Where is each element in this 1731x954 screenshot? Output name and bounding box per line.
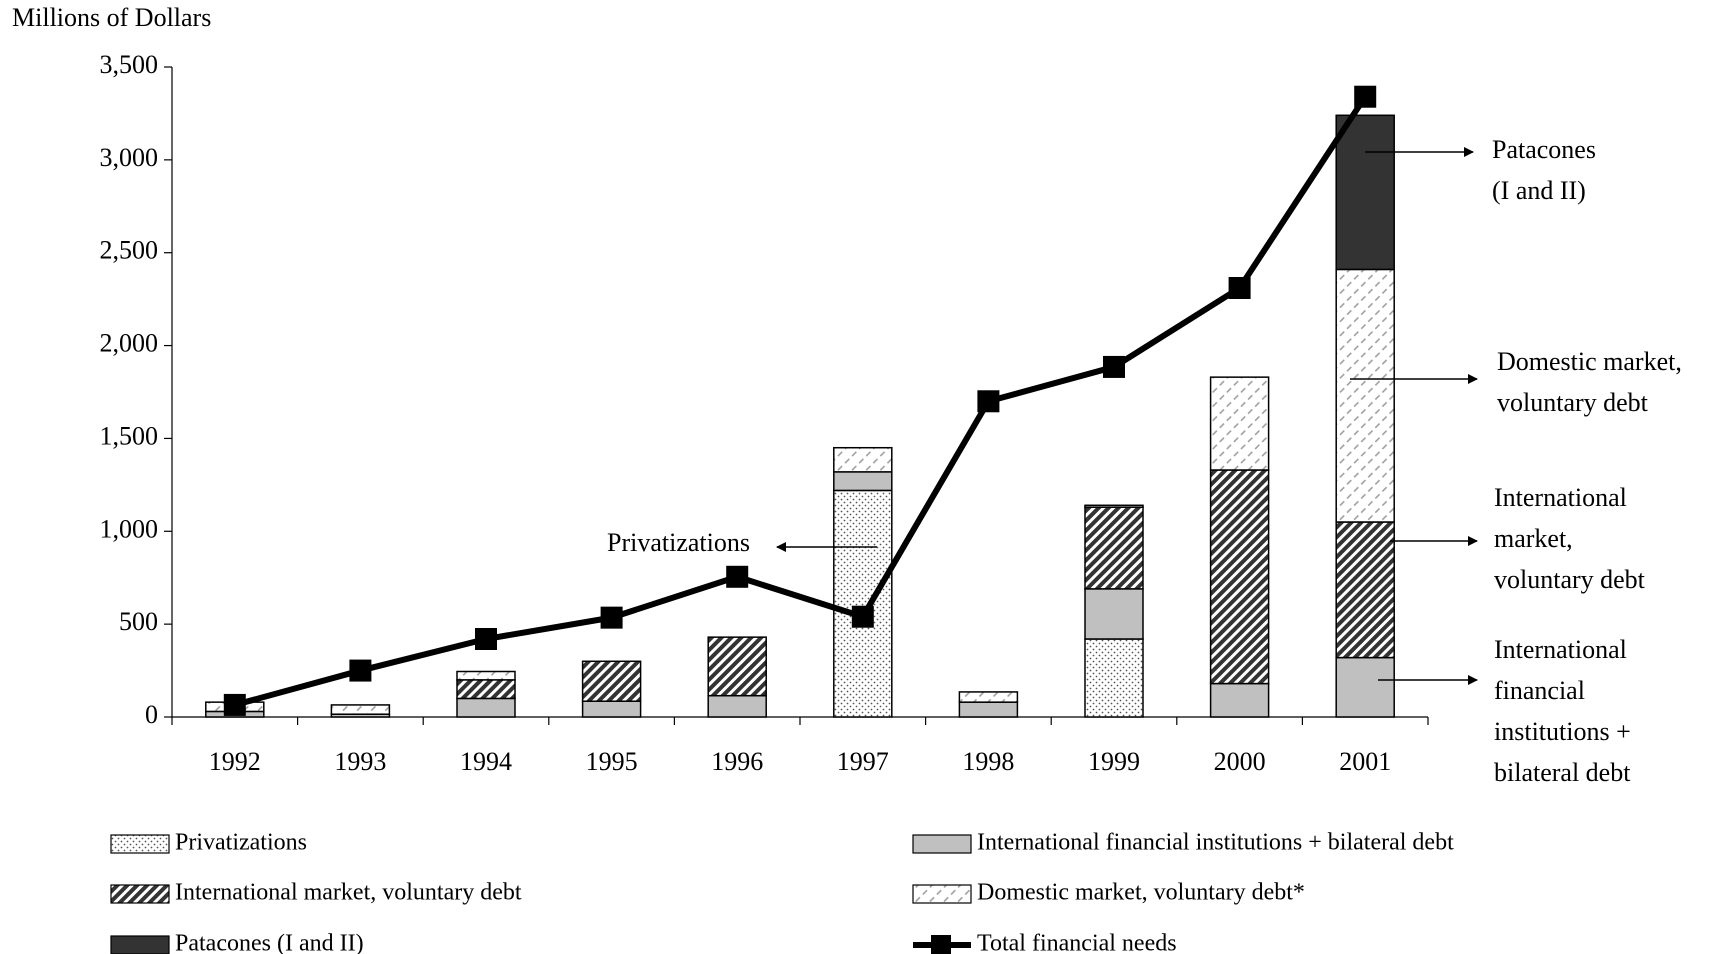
bar-segment (958, 691, 1019, 703)
bar-segment (833, 489, 893, 718)
bar-segment (581, 660, 642, 702)
annotation: Domestic market, (1497, 347, 1682, 376)
y-tick-label: 2,500 (100, 236, 159, 265)
legend-swatch (110, 935, 170, 954)
y-tick-label: 1,000 (100, 514, 159, 543)
bar-segment (1084, 506, 1144, 590)
x-tick-label: 1993 (334, 747, 386, 776)
y-tick-label: 2,000 (100, 329, 159, 358)
bar-segment (1084, 588, 1144, 640)
bar-segment (958, 701, 1019, 718)
total-line (234, 95, 1368, 708)
legend-label: Privatizations (175, 830, 307, 856)
annotation: institutions + (1494, 717, 1631, 746)
annotation: voluntary debt (1494, 565, 1646, 594)
legend-swatch (912, 834, 972, 854)
y-tick-label: 500 (119, 607, 158, 636)
line-marker (349, 659, 372, 682)
bar-segment (707, 694, 767, 718)
y-tick-label: 1,500 (100, 421, 159, 450)
bar-segment (833, 446, 893, 473)
bar-segment (1335, 521, 1395, 659)
x-tick-label: 1996 (711, 747, 763, 776)
x-tick-label: 2000 (1214, 747, 1266, 776)
y-tick-label: 3,500 (100, 50, 159, 79)
bar-segment (456, 697, 516, 718)
line-marker (851, 605, 874, 628)
annotation: Patacones (1492, 135, 1596, 164)
bar-segment (707, 636, 767, 697)
legend-swatch (912, 884, 972, 904)
x-tick-label: 1994 (460, 747, 512, 776)
line-marker (223, 693, 246, 716)
y-tick-label: 0 (145, 700, 158, 729)
line-marker (600, 606, 623, 629)
x-tick-label: 2001 (1339, 747, 1391, 776)
x-tick-label: 1999 (1088, 747, 1140, 776)
annotation: financial (1494, 676, 1585, 705)
legend-swatch (110, 834, 170, 854)
x-tick-label: 1997 (837, 747, 889, 776)
annotation: Privatizations (607, 528, 750, 557)
bar-segment (1209, 376, 1270, 471)
annotation: voluntary debt (1497, 388, 1649, 417)
bar-segment (1209, 469, 1270, 685)
line-marker (977, 390, 1000, 413)
bar-segment (456, 670, 516, 681)
bar-segment (1335, 656, 1395, 718)
legend-swatch (931, 935, 951, 954)
annotation: International (1494, 635, 1627, 664)
bar-segment (833, 471, 893, 492)
bar-segment (1084, 638, 1144, 718)
legend-label: Domestic market, voluntary debt* (977, 880, 1305, 906)
x-tick-label: 1998 (962, 747, 1014, 776)
y-axis-label: Millions of Dollars (12, 3, 211, 32)
annotation: bilateral debt (1494, 758, 1631, 787)
y-tick-label: 3,000 (100, 143, 159, 172)
legend-label: International financial institutions + b… (977, 830, 1454, 856)
bar-segment (1335, 114, 1395, 271)
bar-segment (581, 700, 642, 718)
annotation: market, (1494, 524, 1573, 553)
line-marker (475, 628, 497, 650)
legend-label: Total financial needs (977, 931, 1177, 954)
bar-segment (456, 679, 516, 700)
bar-segment (1335, 268, 1395, 523)
bar-segment (1209, 682, 1270, 718)
x-tick-label: 1992 (209, 747, 261, 776)
line-marker (1103, 355, 1125, 378)
annotation: (I and II) (1492, 176, 1586, 205)
line-marker (1228, 277, 1251, 299)
annotation: International (1494, 483, 1627, 512)
legend-label: Patacones (I and II) (175, 931, 364, 954)
legend-label: International market, voluntary debt (175, 880, 522, 906)
x-tick-label: 1995 (586, 747, 638, 776)
bar-segment (1084, 504, 1144, 508)
bar-segment (330, 704, 391, 715)
line-marker (726, 565, 749, 588)
line-marker (1354, 85, 1377, 108)
legend-swatch (110, 884, 170, 904)
